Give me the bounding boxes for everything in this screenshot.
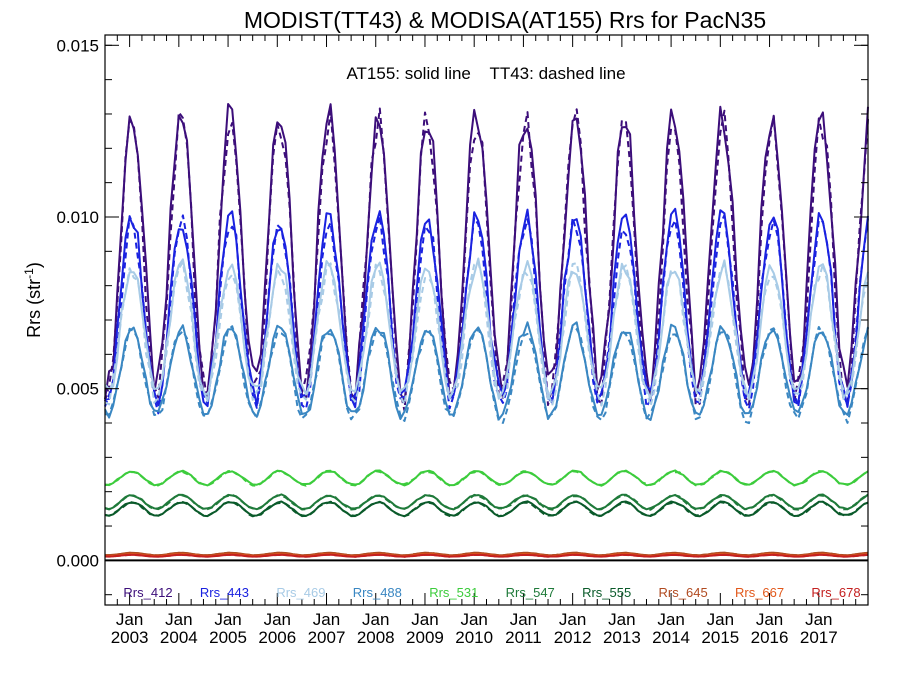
y-axis-label-superscript: -1 [22,268,36,279]
x-tick-label-month: Jan [460,610,487,629]
x-tick-label-month: Jan [707,610,734,629]
x-tick-label-month: Jan [805,610,832,629]
y-tick-label: 0.015 [56,36,99,55]
y-axis-label-main: Rrs (str [24,279,44,338]
svg-text:Rrs (str-1): Rrs (str-1) [22,262,44,338]
x-tick-label-year: 2009 [406,628,444,647]
series-line-Rrs_547-solid [104,493,869,511]
x-tick-label-month: Jan [264,610,291,629]
series-layer [104,103,869,558]
x-tick-label-month: Jan [559,610,586,629]
legend-entry-Rrs_488: Rrs_488 [353,585,402,600]
legend-entry-Rrs_555: Rrs_555 [582,585,631,600]
x-tick-label-month: Jan [362,610,389,629]
legend-entry-Rrs_678: Rrs_678 [811,585,860,600]
x-tick-label-year: 2010 [455,628,493,647]
x-tick-label-year: 2012 [554,628,592,647]
y-axis-label-end: ) [24,262,44,268]
x-tick-label-month: Jan [608,610,635,629]
x-tick-label-month: Jan [214,610,241,629]
x-tick-label-year: 2016 [751,628,789,647]
x-tick-label-month: Jan [165,610,192,629]
x-tick-label-year: 2006 [258,628,296,647]
x-tick-label-year: 2004 [160,628,198,647]
x-tick-label-year: 2005 [209,628,247,647]
legend-entry-Rrs_667: Rrs_667 [735,585,784,600]
x-tick-label-year: 2007 [308,628,346,647]
x-tick-label-year: 2011 [505,628,542,647]
series-line-Rrs_488-dashed [104,325,869,425]
series-line-Rrs_412-dashed [104,107,869,412]
legend-entry-Rrs_412: Rrs_412 [123,585,172,600]
x-tick-label-month: Jan [313,610,340,629]
line-style-annotation: AT155: solid line TT43: dashed line [346,64,625,83]
x-tick-label-month: Jan [116,610,143,629]
chart-title: MODIST(TT43) & MODISA(AT155) Rrs for Pac… [244,7,766,33]
x-tick-label-month: Jan [756,610,783,629]
legend-entry-Rrs_645: Rrs_645 [659,585,708,600]
y-tick-label: 0.005 [56,380,99,399]
legend-entry-Rrs_547: Rrs_547 [506,585,555,600]
series-line-Rrs_678-dashed [104,553,869,558]
y-axis-label: Rrs (str-1) [22,262,44,338]
x-tick-label-year: 2014 [652,628,690,647]
series-line-Rrs_531-solid [104,469,869,487]
series-line-Rrs_469-dashed [104,261,869,408]
x-tick-label-year: 2017 [800,628,838,647]
legend-entry-Rrs_443: Rrs_443 [200,585,249,600]
x-tick-label-month: Jan [510,610,537,629]
x-tick-label-year: 2003 [111,628,149,647]
y-tick-label: 0.000 [56,551,99,570]
axes: 0.0000.0050.0100.015Jan2003Jan2004Jan200… [56,34,869,647]
y-tick-label: 0.010 [56,208,99,227]
legend-entry-Rrs_531: Rrs_531 [429,585,478,600]
series-line-Rrs_555-dashed [104,500,869,518]
x-tick-label-year: 2013 [603,628,641,647]
legend: Rrs_412 Rrs_443 Rrs_469 Rrs_488 Rrs_531 Rrs_5… [123,585,860,600]
x-tick-label-month: Jan [411,610,438,629]
x-tick-label-year: 2015 [701,628,739,647]
x-tick-label-year: 2008 [357,628,395,647]
x-tick-label-month: Jan [657,610,684,629]
legend-entry-Rrs_469: Rrs_469 [276,585,325,600]
